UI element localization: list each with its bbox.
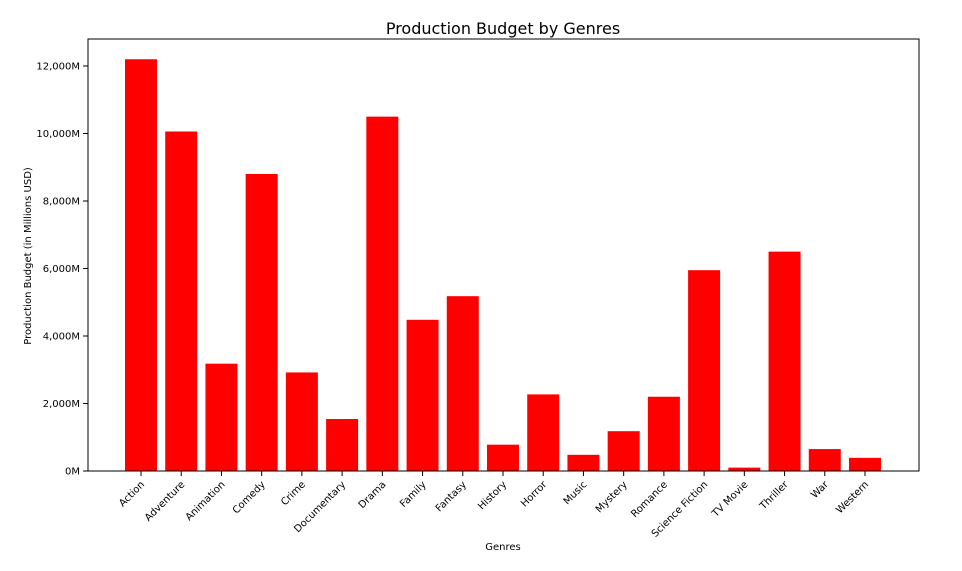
bar-animation xyxy=(205,363,238,471)
y-tick-label: 6,000M xyxy=(43,264,80,275)
x-tick-label: Fantasy xyxy=(434,479,469,514)
x-tick-label: History xyxy=(476,479,509,512)
y-tick-label: 8,000M xyxy=(43,197,80,208)
bar-crime xyxy=(285,372,318,471)
bar-fantasy xyxy=(446,296,479,471)
x-tick-label: Crime xyxy=(279,479,308,508)
x-tick-label: Horror xyxy=(519,479,550,510)
bar-family xyxy=(406,319,439,471)
x-tick-label: Thriller xyxy=(757,479,791,513)
bar-music xyxy=(567,454,600,471)
bar-tv-movie xyxy=(728,467,761,472)
x-tick-label: Western xyxy=(834,479,871,516)
y-tick-label: 0M xyxy=(65,467,80,478)
bars-layer xyxy=(125,59,881,472)
x-tick-label: Adventure xyxy=(143,479,187,523)
bar-science-fiction xyxy=(688,270,721,471)
bar-mystery xyxy=(607,431,640,471)
x-tick-label: Family xyxy=(398,479,429,510)
x-tick-label: Romance xyxy=(629,479,670,520)
bar-war xyxy=(808,449,841,471)
y-tick-label: 10,000M xyxy=(36,129,80,140)
bar-adventure xyxy=(165,131,198,472)
bar-romance xyxy=(647,396,680,471)
x-tick-label: Comedy xyxy=(231,479,268,516)
bar-horror xyxy=(527,394,560,471)
y-tick-label: 12,000M xyxy=(36,62,80,73)
x-tick-label: Animation xyxy=(184,479,228,523)
x-axis-label: Genres xyxy=(485,542,521,553)
x-tick-label: TV Movie xyxy=(710,479,751,520)
bar-documentary xyxy=(326,419,359,471)
y-tick-label: 4,000M xyxy=(43,332,80,343)
y-axis-label: Production Budget (in Millions USD) xyxy=(23,167,34,345)
bar-thriller xyxy=(768,251,801,472)
bar-western xyxy=(849,457,881,471)
bar-action xyxy=(125,59,157,471)
x-tick-label: Action xyxy=(117,479,147,509)
bar-drama xyxy=(366,116,399,472)
plot-area-frame xyxy=(87,38,920,472)
x-tick-label: War xyxy=(809,479,831,501)
x-tick-label: Mystery xyxy=(594,479,630,515)
bar-history xyxy=(487,444,519,471)
bar-comedy xyxy=(245,174,278,471)
x-tick-label: Drama xyxy=(357,479,389,511)
y-axis: 0M 2,000M 4,000M 6,000M 8,000M 10,000M 12,000M xyxy=(36,62,88,478)
chart-title: Production Budget by Genres xyxy=(386,19,620,38)
x-tick-label: Music xyxy=(562,479,590,507)
y-tick-label: 2,000M xyxy=(43,399,80,410)
